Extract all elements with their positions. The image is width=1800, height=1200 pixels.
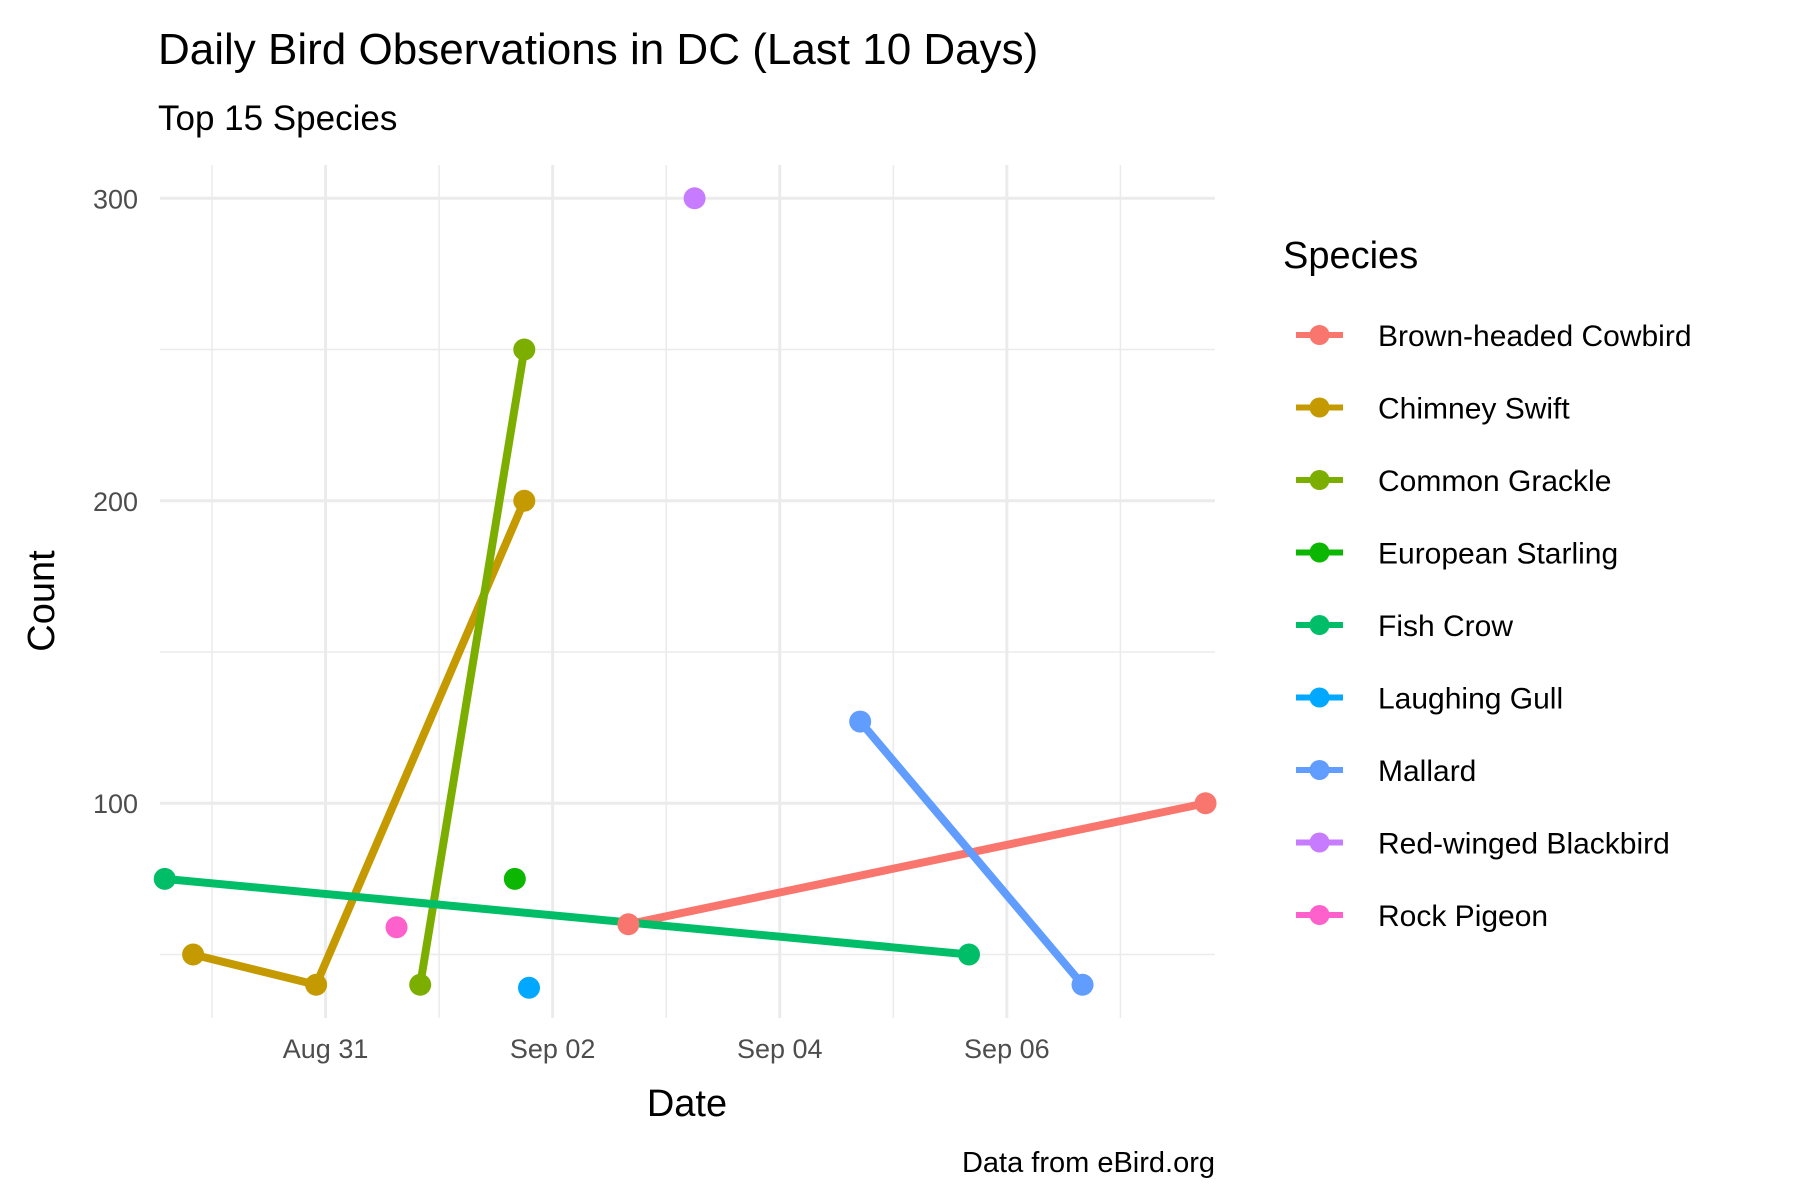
legend-label: Laughing Gull: [1378, 683, 1563, 716]
legend-item-red-winged-blackbird: Red-winged Blackbird: [1296, 828, 1670, 861]
legend-item-mallard: Mallard: [1296, 755, 1476, 788]
legend-item-fish-crow: Fish Crow: [1296, 610, 1513, 643]
data-point-mallard: [1071, 973, 1094, 996]
x-tick-label: Aug 31: [283, 1034, 369, 1064]
legend-key-point: [1309, 615, 1330, 635]
y-tick-label: 200: [93, 487, 138, 517]
legend-label: Brown-headed Cowbird: [1378, 320, 1692, 353]
series-layer: [153, 187, 1217, 999]
legend-item-chimney-swift: Chimney Swift: [1296, 393, 1570, 426]
legend-key-point: [1309, 470, 1330, 490]
series-line-fish-crow: [164, 874, 970, 959]
data-point-laughing-gull: [518, 976, 541, 999]
legend-key-point: [1309, 325, 1330, 345]
data-point-chimney-swift: [513, 489, 536, 512]
legend: Species Brown-headed Cowbird Chimney Swif…: [1283, 235, 1692, 933]
x-tick-label: Sep 06: [964, 1034, 1050, 1064]
data-point-chimney-swift: [182, 943, 205, 966]
chart-title: Daily Bird Observations in DC (Last 10 D…: [158, 25, 1038, 74]
legend-label: Common Grackle: [1378, 465, 1611, 498]
chart-subtitle: Top 15 Species: [158, 99, 397, 138]
data-point-chimney-swift: [305, 973, 328, 996]
series-line-common-grackle: [416, 348, 529, 986]
legend-key-point: [1309, 905, 1330, 925]
grid: [160, 165, 1215, 1018]
legend-key-point: [1309, 832, 1330, 853]
legend-item-brown-headed-cowbird: Brown-headed Cowbird: [1296, 320, 1692, 353]
data-point-european-starling: [503, 867, 526, 890]
legend-label: Rock Pigeon: [1378, 900, 1548, 933]
series-line-mallard: [857, 718, 1086, 988]
legend-key-point: [1309, 397, 1330, 418]
data-point-brown-headed-cowbird: [617, 913, 640, 936]
series-line-brown-headed-cowbird: [627, 799, 1207, 929]
legend-label: Fish Crow: [1378, 610, 1513, 643]
y-axis-title: Count: [21, 550, 63, 652]
legend-key-point: [1309, 687, 1330, 708]
y-tick-label: 100: [93, 789, 138, 819]
legend-item-european-starling: European Starling: [1296, 538, 1618, 571]
y-tick-label: 300: [93, 184, 138, 214]
data-point-fish-crow: [957, 943, 980, 966]
data-point-common-grackle: [409, 973, 432, 996]
legend-key-point: [1309, 760, 1330, 780]
data-point-fish-crow: [153, 867, 176, 890]
data-point-common-grackle: [513, 338, 536, 361]
legend-item-common-grackle: Common Grackle: [1296, 465, 1611, 498]
series-line-chimney-swift: [192, 499, 528, 989]
chart-caption: Data from eBird.org: [962, 1147, 1215, 1179]
x-axis-title: Date: [647, 1083, 727, 1125]
x-tick-label: Sep 02: [510, 1034, 596, 1064]
legend-label: European Starling: [1378, 538, 1618, 571]
data-point-rock-pigeon: [385, 916, 408, 939]
data-point-mallard: [849, 710, 872, 733]
legend-item-laughing-gull: Laughing Gull: [1296, 683, 1563, 716]
legend-label: Chimney Swift: [1378, 393, 1570, 426]
legend-key-point: [1309, 542, 1330, 563]
legend-label: Red-winged Blackbird: [1378, 828, 1670, 861]
data-point-red-winged-blackbird: [683, 187, 706, 210]
legend-title: Species: [1283, 235, 1418, 277]
axis-ticks: Aug 31 Sep 02 Sep 04 Sep 06 100 200 300: [93, 184, 1050, 1064]
x-tick-label: Sep 04: [737, 1034, 823, 1064]
legend-item-rock-pigeon: Rock Pigeon: [1296, 900, 1548, 933]
data-point-brown-headed-cowbird: [1194, 792, 1217, 815]
legend-items: Brown-headed Cowbird Chimney Swift Common …: [1296, 320, 1692, 933]
legend-label: Mallard: [1378, 755, 1476, 788]
